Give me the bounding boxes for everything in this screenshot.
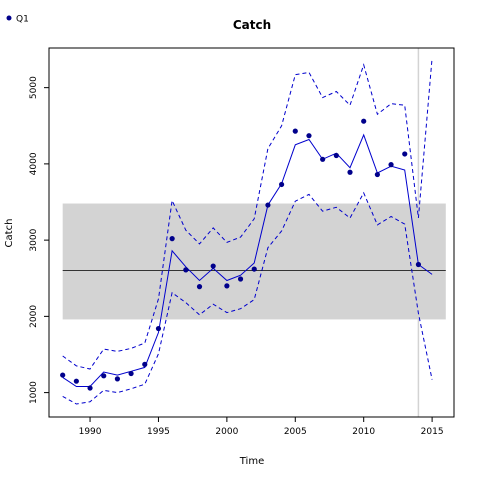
data-point <box>101 373 107 379</box>
data-point <box>361 118 367 124</box>
data-point <box>237 276 244 282</box>
x-tick-label: 2010 <box>352 427 375 437</box>
data-point <box>402 151 408 157</box>
data-point <box>251 266 257 272</box>
plot-layer <box>60 48 446 417</box>
data-point <box>265 202 271 208</box>
y-tick-label: 5000 <box>29 76 39 99</box>
data-point <box>169 235 175 242</box>
plot-frame <box>48 47 455 418</box>
data-point <box>114 376 121 382</box>
x-tick-label: 1995 <box>147 427 170 437</box>
data-point <box>224 283 230 289</box>
legend-label-q1: Q1 <box>16 15 29 25</box>
y-tick-label: 4000 <box>29 152 39 175</box>
data-point <box>60 372 66 378</box>
data-point <box>196 284 203 290</box>
y-tick-label: 1000 <box>29 381 39 404</box>
data-point <box>374 171 380 178</box>
legend-marker-q1 <box>6 15 12 21</box>
data-point <box>292 128 298 134</box>
x-tick-label: 2005 <box>284 427 307 437</box>
data-point <box>183 267 189 273</box>
y-tick-label: 2000 <box>29 305 39 328</box>
data-point <box>279 181 285 188</box>
axis-layer: 1990 1995 2000 2005 2010 2015 1000 2000 3000 4000… <box>29 76 444 437</box>
data-point <box>347 169 353 175</box>
data-point <box>388 162 394 168</box>
x-axis-label: Time <box>239 456 264 467</box>
series-line <box>62 133 433 387</box>
data-point <box>128 370 134 377</box>
series-dashed-lower <box>62 191 433 405</box>
data-point <box>306 133 312 139</box>
y-tick-label: 3000 <box>29 228 39 251</box>
x-tick-label: 2015 <box>421 427 444 437</box>
y-axis-label: Catch <box>4 219 15 248</box>
x-tick-label: 1990 <box>79 427 102 437</box>
data-point <box>333 152 339 159</box>
data-point <box>142 361 148 367</box>
data-point <box>210 263 216 269</box>
data-point <box>155 325 162 332</box>
chart-title: Catch <box>233 18 271 32</box>
legend: Q1 <box>6 15 29 25</box>
data-point <box>73 378 79 384</box>
data-point <box>87 385 93 391</box>
data-point <box>415 261 422 268</box>
data-point <box>320 156 326 162</box>
x-tick-label: 2000 <box>215 427 238 437</box>
